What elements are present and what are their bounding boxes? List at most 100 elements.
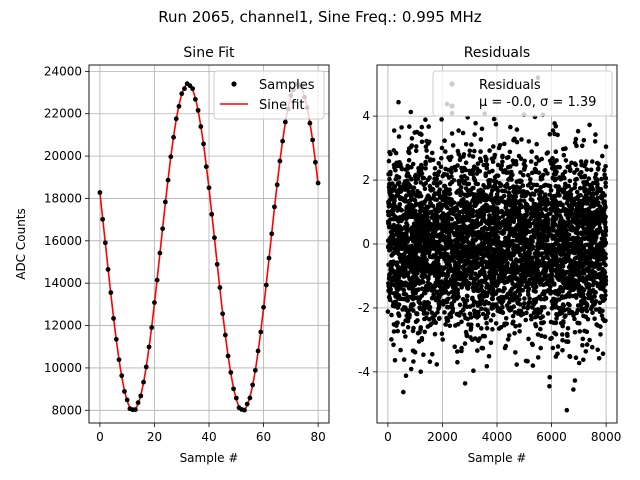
- residual-point: [503, 343, 509, 349]
- residual-point: [553, 149, 559, 154]
- residual-point: [580, 198, 586, 204]
- residual-point: [596, 248, 602, 254]
- residual-point: [563, 207, 569, 213]
- residual-point: [455, 281, 461, 287]
- residual-point: [520, 238, 525, 244]
- residual-point: [405, 298, 411, 303]
- residual-point: [552, 241, 558, 247]
- residual-point: [561, 286, 566, 291]
- residual-point: [426, 219, 431, 224]
- residual-point: [428, 200, 433, 206]
- residual-point: [484, 326, 490, 331]
- sample-point: [312, 159, 318, 165]
- sine-fit-xtick-label: 80: [310, 430, 325, 444]
- residual-point: [394, 217, 400, 222]
- residual-point: [425, 194, 431, 199]
- residual-point: [394, 160, 400, 166]
- residual-point: [579, 143, 585, 149]
- residual-point: [420, 251, 426, 256]
- residual-point: [455, 267, 460, 272]
- residual-point: [421, 352, 426, 358]
- residual-point: [434, 180, 439, 186]
- residual-point: [599, 278, 604, 284]
- residual-point: [483, 275, 489, 281]
- residual-point: [517, 205, 522, 210]
- residual-point: [403, 271, 409, 276]
- residual-point: [593, 280, 599, 286]
- residual-point: [486, 354, 492, 359]
- residual-point: [471, 368, 476, 374]
- residual-point: [471, 176, 477, 181]
- residual-point: [472, 132, 477, 137]
- residual-point: [541, 222, 547, 227]
- residual-point: [487, 216, 492, 222]
- residual-point: [408, 366, 414, 372]
- residual-point: [487, 220, 492, 225]
- residual-point: [565, 198, 571, 203]
- sample-point: [272, 204, 277, 210]
- residual-point: [528, 216, 533, 221]
- sample-point: [209, 211, 215, 217]
- residual-point: [529, 316, 534, 322]
- residual-point: [413, 224, 418, 230]
- residual-point: [553, 320, 559, 326]
- residual-point: [603, 262, 608, 268]
- residual-point: [579, 224, 585, 229]
- residual-point: [403, 267, 408, 272]
- residual-point: [461, 218, 467, 224]
- residual-point: [533, 161, 539, 167]
- residual-point: [565, 339, 571, 345]
- residual-point: [398, 253, 404, 259]
- residual-point: [513, 257, 519, 262]
- residual-point: [458, 234, 463, 239]
- residual-point: [492, 175, 498, 180]
- residual-point: [387, 290, 393, 296]
- residual-point: [409, 225, 415, 230]
- residual-point: [518, 264, 524, 269]
- residual-point: [404, 221, 409, 226]
- residual-point: [543, 214, 549, 220]
- residual-point: [475, 322, 481, 328]
- residual-point: [386, 287, 392, 293]
- residual-point: [409, 208, 415, 213]
- residual-point: [567, 178, 573, 184]
- residual-point: [547, 280, 552, 286]
- residual-point: [497, 215, 502, 221]
- residual-point: [469, 262, 474, 268]
- residual-point: [439, 155, 444, 161]
- residual-point: [393, 272, 398, 277]
- sample-point: [255, 348, 261, 354]
- residual-point: [437, 180, 443, 185]
- residual-point: [527, 296, 532, 301]
- residual-point: [586, 176, 592, 181]
- residual-point: [472, 148, 477, 154]
- residual-point: [573, 218, 578, 223]
- residual-point: [472, 276, 478, 282]
- residual-point: [394, 289, 400, 295]
- residual-point: [451, 298, 457, 304]
- residual-point: [455, 287, 461, 293]
- residual-point: [504, 170, 509, 175]
- residual-point: [560, 274, 565, 279]
- residual-point: [584, 304, 589, 310]
- residual-point: [538, 315, 543, 321]
- residual-point: [581, 247, 586, 252]
- sine-fit-ytick-label: 18000: [44, 191, 82, 205]
- residual-point: [449, 222, 454, 227]
- residual-point: [453, 323, 458, 328]
- sine-fit-legend-box: [213, 70, 325, 120]
- sine-fit-xtick-label: 20: [147, 430, 162, 444]
- residual-point: [437, 187, 443, 192]
- residual-point: [457, 157, 463, 163]
- residual-point: [594, 191, 599, 196]
- residual-point: [574, 310, 579, 316]
- residual-point: [573, 136, 579, 142]
- residual-point: [491, 225, 497, 231]
- residual-point: [530, 363, 536, 368]
- residual-point: [439, 145, 445, 151]
- residual-point: [483, 158, 489, 163]
- residual-point: [516, 178, 522, 184]
- residual-point: [411, 261, 416, 267]
- residual-point: [420, 286, 425, 292]
- residual-point: [522, 242, 527, 248]
